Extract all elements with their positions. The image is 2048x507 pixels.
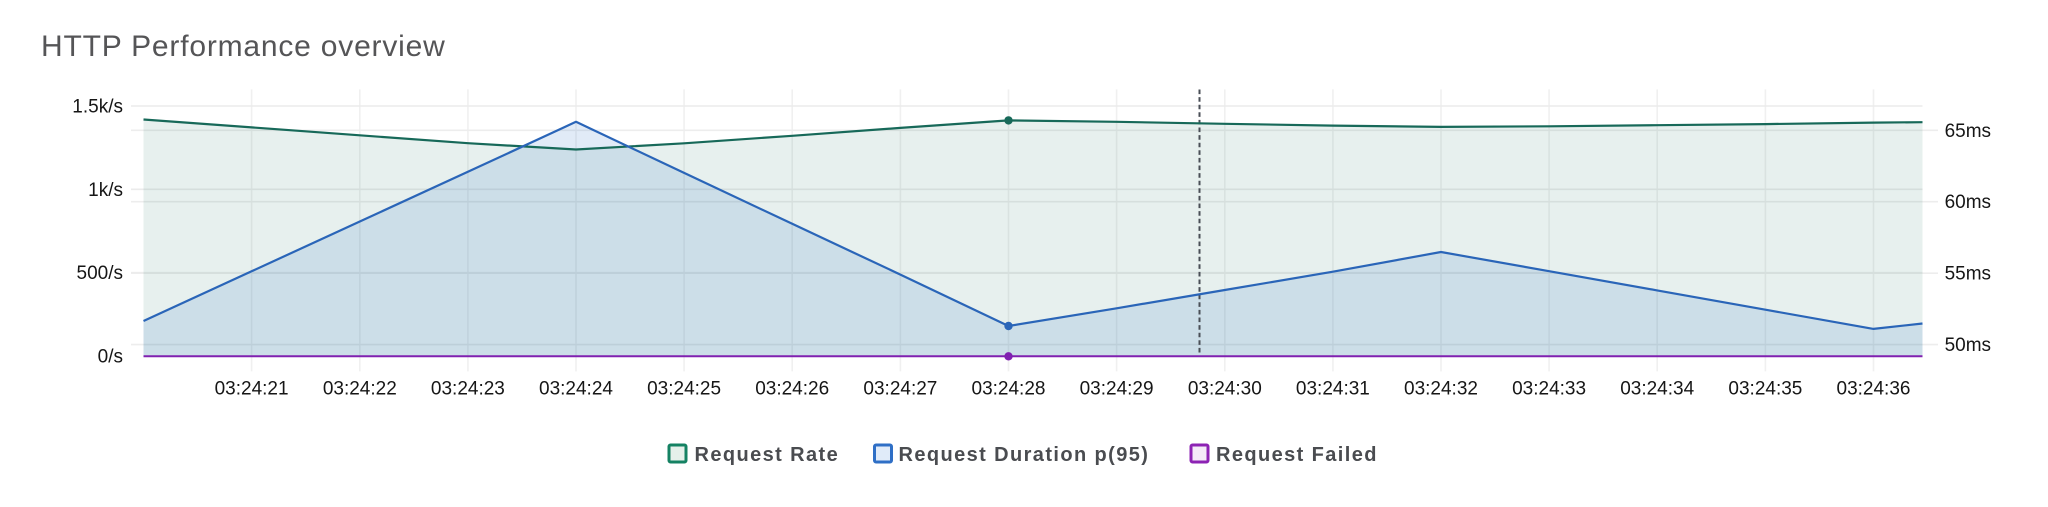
- svg-text:03:24:26: 03:24:26: [755, 379, 829, 400]
- svg-text:03:24:33: 03:24:33: [1512, 379, 1586, 400]
- svg-text:03:24:22: 03:24:22: [323, 379, 397, 400]
- svg-text:03:24:27: 03:24:27: [863, 379, 937, 400]
- svg-text:Request Failed: Request Failed: [1216, 444, 1378, 466]
- svg-text:1k/s: 1k/s: [88, 180, 123, 201]
- svg-text:03:24:29: 03:24:29: [1080, 379, 1154, 400]
- svg-text:500/s: 500/s: [77, 263, 123, 284]
- svg-text:50ms: 50ms: [1945, 335, 1991, 356]
- svg-text:Request Duration p(95): Request Duration p(95): [899, 444, 1150, 466]
- svg-text:03:24:31: 03:24:31: [1296, 379, 1370, 400]
- svg-text:03:24:25: 03:24:25: [647, 379, 721, 400]
- svg-text:03:24:21: 03:24:21: [215, 379, 289, 400]
- svg-text:03:24:30: 03:24:30: [1188, 379, 1262, 400]
- svg-text:03:24:35: 03:24:35: [1728, 379, 1802, 400]
- svg-text:55ms: 55ms: [1945, 264, 1991, 285]
- svg-text:03:24:32: 03:24:32: [1404, 379, 1478, 400]
- svg-text:03:24:28: 03:24:28: [972, 379, 1046, 400]
- svg-text:03:24:36: 03:24:36: [1837, 379, 1911, 400]
- svg-text:65ms: 65ms: [1945, 121, 1991, 142]
- svg-text:0/s: 0/s: [98, 347, 123, 368]
- svg-text:Request Rate: Request Rate: [695, 444, 840, 466]
- svg-text:03:24:34: 03:24:34: [1620, 379, 1694, 400]
- svg-text:03:24:24: 03:24:24: [539, 379, 613, 400]
- svg-text:60ms: 60ms: [1945, 192, 1991, 213]
- svg-text:03:24:23: 03:24:23: [431, 379, 505, 400]
- svg-text:1.5k/s: 1.5k/s: [72, 97, 123, 118]
